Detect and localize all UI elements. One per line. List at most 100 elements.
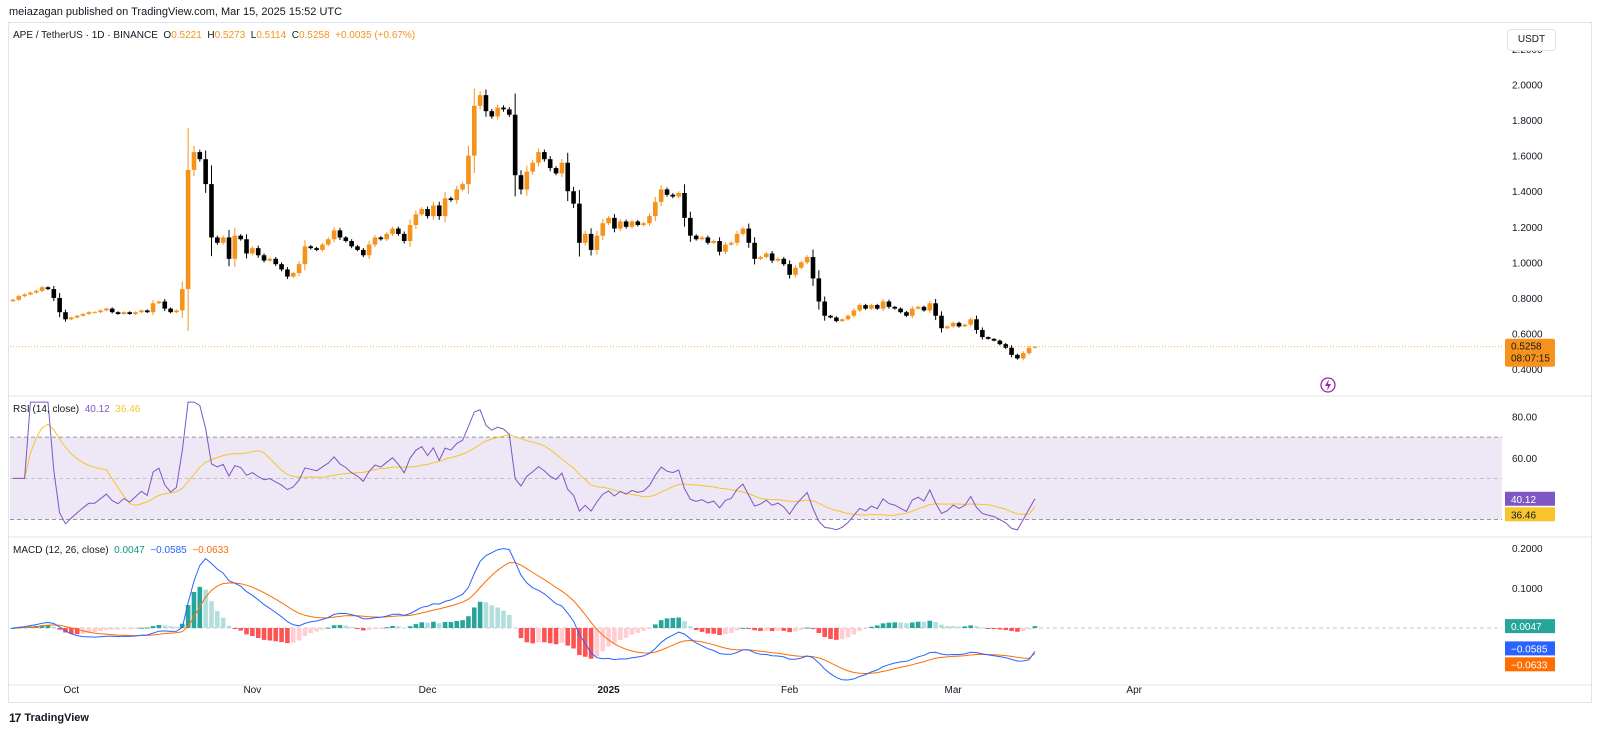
- macd-histogram-bar: [425, 622, 430, 628]
- macd-histogram-bar: [51, 626, 57, 628]
- macd-hist-badge: [1505, 619, 1555, 634]
- macd-histogram-bar: [693, 628, 699, 631]
- macd-histogram-bar: [623, 628, 629, 638]
- price-axis-tick-label: 0.8000: [1512, 294, 1543, 305]
- time-axis-tick-label: Dec: [419, 685, 437, 696]
- macd-histogram-bar: [524, 628, 530, 643]
- macd-axis-tick-label: 0.2000: [1512, 544, 1543, 555]
- macd-histogram-bar: [734, 628, 740, 631]
- candle-body: [699, 237, 705, 240]
- macd-histogram-bar: [758, 628, 763, 632]
- candle-body: [974, 319, 979, 330]
- candle-body: [962, 324, 968, 327]
- change-value: +0.0035 (+0.67%): [335, 30, 416, 41]
- candle-body: [886, 301, 892, 307]
- candle-body: [997, 340, 1003, 345]
- footer-brand[interactable]: 17 TradingView: [9, 711, 89, 725]
- candle-body: [355, 246, 360, 250]
- macd-histogram-bar: [752, 628, 757, 631]
- candle-body: [968, 319, 973, 325]
- macd-histogram-bar: [723, 628, 728, 635]
- candle-body: [302, 246, 308, 265]
- macd-histogram-bar: [63, 628, 68, 633]
- candle-body: [156, 301, 162, 304]
- macd-histogram-bar: [664, 618, 670, 628]
- macd-histogram-bar: [676, 617, 681, 628]
- macd-histogram-bar: [799, 628, 804, 630]
- macd-histogram-bar: [787, 628, 792, 633]
- candle-body: [950, 322, 956, 327]
- candle-body: [629, 221, 635, 227]
- macd-histogram-bar: [588, 628, 594, 659]
- macd-histogram-bar: [86, 628, 92, 633]
- rsi-label[interactable]: RSI (14, close): [13, 404, 80, 415]
- macd-histogram-bar: [571, 628, 576, 649]
- macd-histogram-bar: [45, 625, 51, 628]
- macd-histogram-bar: [670, 617, 676, 628]
- candle-body: [577, 203, 582, 243]
- candle-body: [232, 235, 238, 259]
- candle-body: [442, 198, 448, 217]
- chart-frame: [8, 22, 1592, 703]
- candle-body: [863, 305, 868, 309]
- macd-histogram-bar: [156, 624, 162, 628]
- currency-button[interactable]: USDT: [1507, 29, 1556, 51]
- candle-body: [133, 312, 138, 314]
- countdown-label: 08:07:15: [1511, 354, 1550, 365]
- macd-histogram-bar: [682, 621, 687, 628]
- macd-histogram-bar: [191, 592, 197, 628]
- rsi-axis-tick-label: 80.00: [1512, 413, 1537, 424]
- symbol-label[interactable]: APE / TetherUS · 1D · BINANCE: [13, 30, 158, 41]
- macd-histogram-bar: [57, 628, 62, 630]
- candle-body: [174, 310, 179, 313]
- rsi-value-badge-label: 40.12: [1511, 495, 1536, 506]
- macd-histogram-bar: [489, 605, 495, 628]
- candle-body: [734, 233, 740, 243]
- candle-body: [857, 305, 863, 311]
- macd-histogram-bar: [582, 628, 588, 657]
- candle-body: [495, 107, 500, 117]
- macd-histogram-bar: [769, 628, 775, 632]
- macd-histogram-bar: [577, 628, 582, 656]
- macd-histogram-bar: [717, 628, 722, 636]
- macd-histogram-bar: [909, 622, 915, 628]
- macd-histogram-bar: [810, 628, 816, 630]
- candle-body: [314, 248, 319, 250]
- macd-histogram-bar: [442, 622, 448, 628]
- candle-body: [372, 237, 378, 245]
- macd-histogram-bar: [974, 626, 979, 628]
- candle-body: [22, 294, 27, 297]
- time-axis-tick-label: Nov: [243, 685, 261, 696]
- candle-body: [215, 237, 220, 243]
- macd-histogram-bar: [127, 628, 133, 629]
- macd-histogram-bar: [302, 628, 308, 637]
- candle-body: [606, 217, 611, 224]
- candle-body: [793, 267, 798, 275]
- macd-histogram-bar: [915, 621, 921, 628]
- macd-label[interactable]: MACD (12, 26, close): [13, 545, 109, 556]
- candle-body: [57, 297, 62, 313]
- candle-body: [664, 189, 670, 195]
- macd-histogram-bar: [822, 628, 827, 637]
- candle-body: [600, 223, 606, 236]
- candle-body: [162, 301, 168, 309]
- candle-body: [74, 315, 80, 318]
- candle-body: [209, 184, 214, 238]
- macd-histogram-bar: [781, 628, 787, 631]
- macd-histogram-bar: [250, 628, 255, 637]
- candle-body: [927, 303, 933, 311]
- candle-body: [828, 315, 833, 318]
- candle-body: [454, 189, 460, 201]
- candle-body: [588, 233, 594, 250]
- macd-histogram-bar: [267, 628, 273, 641]
- candle-body: [980, 329, 985, 338]
- candle-body: [407, 225, 413, 242]
- macd-histogram-bar: [746, 628, 752, 629]
- macd-histogram-bar: [1003, 628, 1009, 631]
- rsi-line: [12, 401, 1036, 531]
- candle-body: [51, 289, 57, 298]
- price-axis-tick-label: 0.4000: [1512, 365, 1543, 376]
- candle-body: [617, 221, 623, 229]
- candle-body: [401, 233, 407, 242]
